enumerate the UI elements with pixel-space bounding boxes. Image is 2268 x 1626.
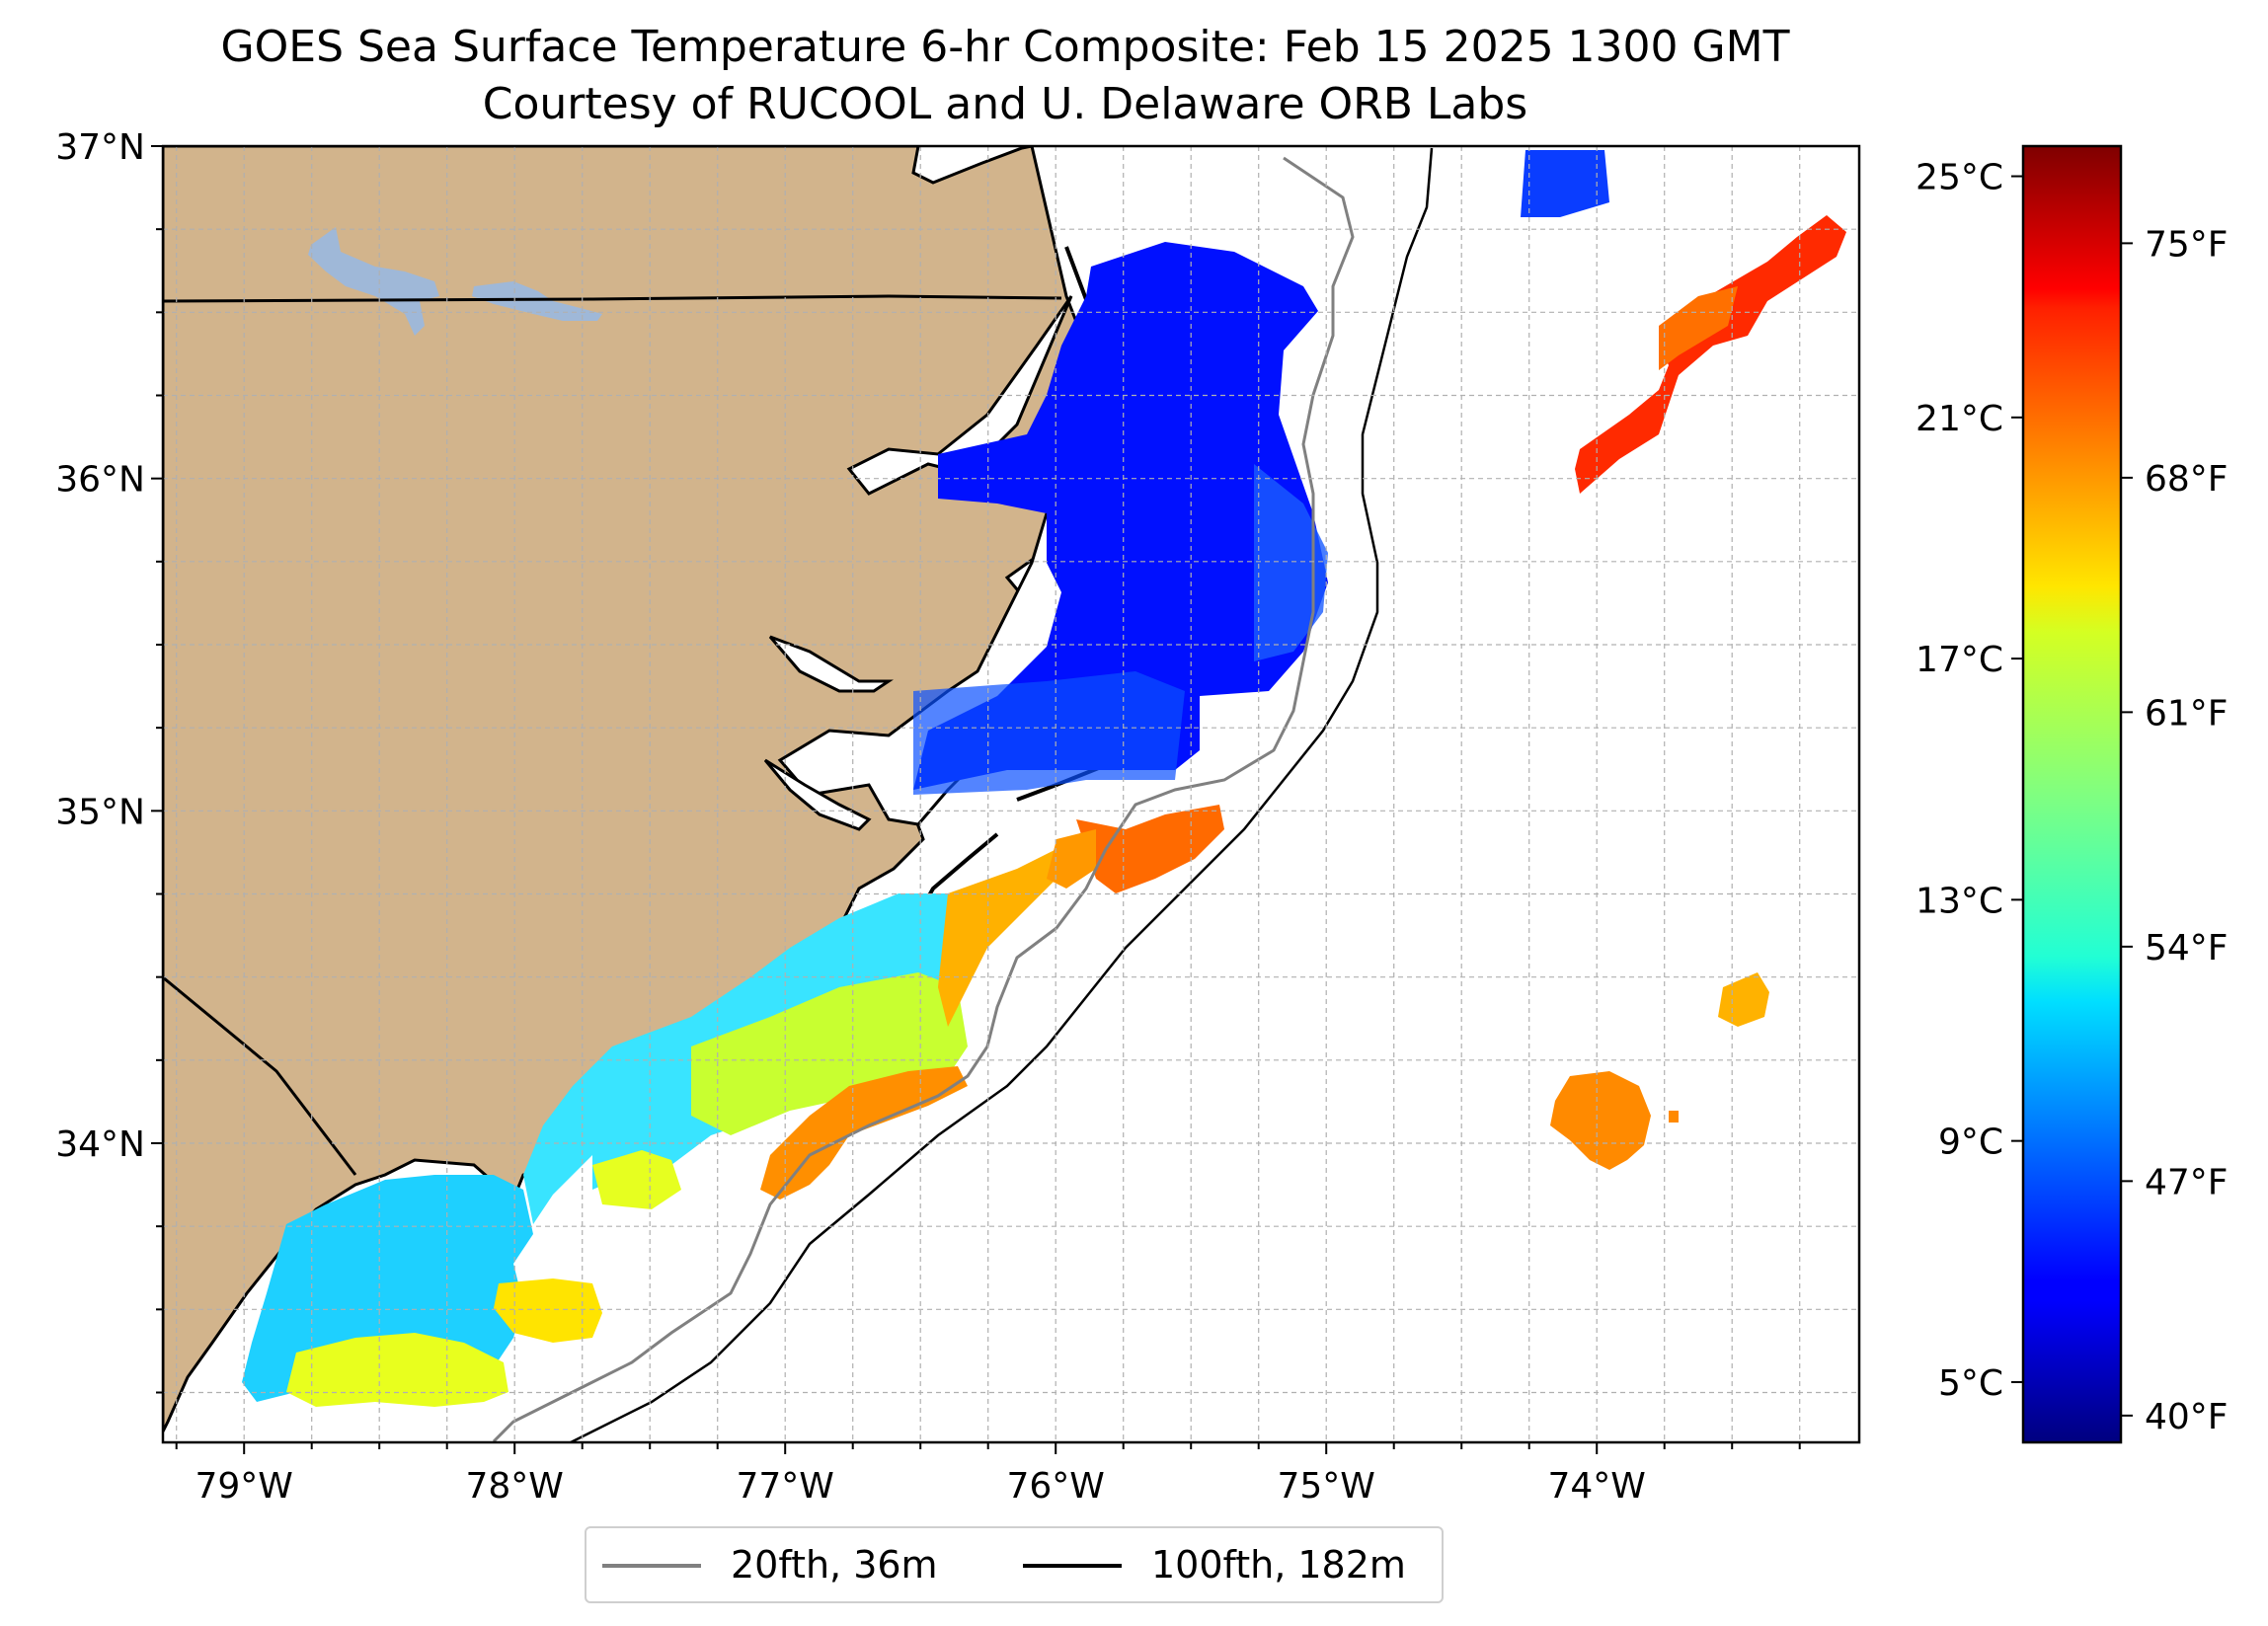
legend-line-20fth (602, 1564, 701, 1568)
map-gridlines (163, 146, 1859, 1442)
y-tick-label: 34°N (55, 1124, 145, 1165)
sst-patch-frying-pan (592, 1150, 681, 1209)
lake-gaston (308, 227, 602, 336)
colorbar-celsius-label: 13°C (1916, 881, 2003, 921)
colorbar-celsius-label: 5°C (1938, 1363, 2003, 1404)
sst-patch-gulf-stream-edge-1 (1076, 805, 1224, 893)
sst-patch-south-yellow (494, 1278, 602, 1343)
map-subtitle: Courtesy of RUCOOL and U. Delaware ORB L… (482, 79, 1528, 129)
colorbar-celsius-label: 21°C (1916, 399, 2003, 439)
x-tick-label: 77°W (737, 1466, 834, 1507)
colorbar-celsius-label: 25°C (1916, 158, 2003, 198)
sst-patch-pamlico-lighter (913, 671, 1185, 795)
colorbar-celsius-label: 17°C (1916, 640, 2003, 680)
y-axis: 37°N 36°N 35°N 34°N (55, 127, 163, 1394)
sst-patch-long-bay-yellow (286, 1333, 508, 1407)
map-content (163, 146, 1859, 1442)
va-nc-border (163, 294, 1062, 303)
x-tick-label: 76°W (1007, 1466, 1105, 1507)
colorbar-celsius-axis: 25°C 21°C 17°C 13°C 9°C 5°C (1916, 158, 2023, 1404)
y-tick-label: 35°N (55, 792, 145, 832)
legend-label-20fth: 20fth, 36m (731, 1543, 938, 1587)
colorbar-fahrenheit-label: 54°F (2145, 928, 2229, 968)
nc-sc-border (163, 975, 357, 1176)
x-axis: 79°W 78°W 77°W 76°W 75°W 74°W (175, 1442, 1801, 1507)
x-tick-label: 75°W (1278, 1466, 1375, 1507)
neuse-river (763, 758, 872, 831)
sst-patch-gulf-stream-edge-2 (1047, 829, 1096, 889)
map-frame (161, 144, 1861, 1444)
colorbar-fahrenheit-label: 40°F (2145, 1397, 2229, 1437)
sst-patch-chesapeake (1521, 150, 1609, 217)
colorbar-fahrenheit-label: 61°F (2145, 693, 2229, 734)
sst-patch-onslow-yellow (691, 972, 968, 1135)
x-tick-label: 74°W (1548, 1466, 1646, 1507)
sst-patch-offshore-dot (1669, 1111, 1679, 1123)
sst-patch-hatteras-offshore (1254, 464, 1328, 661)
y-tick-label: 37°N (55, 127, 145, 168)
x-tick-label: 78°W (466, 1466, 564, 1507)
sst-patch-gulf-stream-north (1575, 215, 1846, 494)
colorbar-fahrenheit-label: 75°F (2145, 224, 2229, 265)
sst-patch-shelf-edge-orange (760, 1066, 968, 1200)
sst-patch-gulf-stream-north-orange (1659, 286, 1738, 370)
colorbar-celsius-label: 9°C (1938, 1123, 2003, 1163)
colorbar-fahrenheit-label: 47°F (2145, 1162, 2229, 1202)
legend-label-100fth: 100fth, 182m (1151, 1543, 1406, 1587)
colorbar-fahrenheit-label: 68°F (2145, 459, 2229, 500)
colorbar (2021, 144, 2123, 1444)
sst-data-layer (242, 150, 1846, 1407)
map-title: GOES Sea Surface Temperature 6-hr Compos… (220, 22, 1790, 72)
sst-patch-albemarle-pamlico (913, 242, 1328, 790)
legend-line-100fth (1023, 1564, 1122, 1568)
sst-patch-offshore-eddy (1550, 1071, 1651, 1170)
y-tick-label: 36°N (55, 460, 145, 501)
x-tick-label: 79°W (195, 1466, 292, 1507)
pamlico-river (768, 635, 894, 693)
isobath-legend: 20fth, 36m 100fth, 182m (585, 1526, 1444, 1603)
sst-patch-offshore-small (1718, 972, 1769, 1027)
colorbar-fahrenheit-axis: 75°F 68°F 61°F 54°F 47°F 40°F (2121, 224, 2229, 1437)
